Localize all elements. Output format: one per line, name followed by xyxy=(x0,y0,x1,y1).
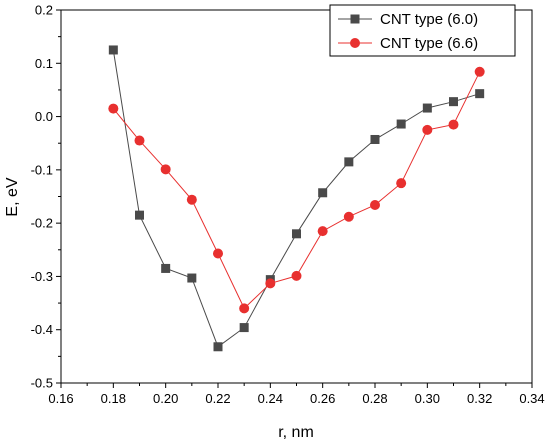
data-point xyxy=(239,323,249,333)
series-1 xyxy=(108,66,485,314)
data-point xyxy=(239,303,250,314)
x-tick-label: 0.20 xyxy=(153,391,178,406)
legend-label: CNT type (6.0) xyxy=(380,11,478,28)
y-tick-label: -0.2 xyxy=(31,216,53,231)
data-point xyxy=(343,211,354,222)
data-point xyxy=(475,89,485,99)
data-point xyxy=(318,188,328,198)
data-point xyxy=(265,278,276,289)
y-axis-title: E, eV xyxy=(4,177,21,216)
y-tick-label: -0.4 xyxy=(31,322,53,337)
data-point xyxy=(422,103,432,113)
x-tick-label: 0.24 xyxy=(258,391,283,406)
y-tick-label: 0.1 xyxy=(35,56,53,71)
data-point xyxy=(291,270,302,281)
x-tick-label: 0.26 xyxy=(310,391,335,406)
data-point xyxy=(344,157,354,167)
y-tick-label: 0.0 xyxy=(35,109,53,124)
data-point xyxy=(396,178,407,189)
legend-items: CNT type (6.0) CNT type (6.6) xyxy=(338,11,478,52)
data-point xyxy=(108,45,118,55)
data-point xyxy=(474,66,485,77)
x-tick-label: 0.18 xyxy=(101,391,126,406)
plot-area xyxy=(60,9,533,384)
data-point xyxy=(370,134,380,144)
data-point xyxy=(449,97,458,107)
legend-label: CNT type (6.6) xyxy=(380,35,478,52)
data-point xyxy=(134,135,145,146)
data-point xyxy=(108,103,119,114)
y-tick-label: 0.2 xyxy=(35,3,53,18)
data-point xyxy=(317,226,328,237)
y-axis: -0.5 -0.4 -0.3 -0.2 -0.1 0.0 0.1 0.2 xyxy=(31,3,61,391)
legend-marker xyxy=(350,14,360,24)
data-point xyxy=(396,119,406,129)
x-axis-title: r, nm xyxy=(278,424,314,441)
y-tick-label: -0.5 xyxy=(31,376,53,391)
data-point xyxy=(135,210,144,220)
data-point xyxy=(160,164,171,175)
x-tick-label: 0.34 xyxy=(519,391,544,406)
data-point xyxy=(161,263,171,273)
data-point xyxy=(186,194,197,205)
data-point xyxy=(213,248,223,259)
data-point xyxy=(187,273,197,283)
y-tick-label: -0.1 xyxy=(31,162,53,177)
legend: CNT type (6.0) CNT type (6.6) xyxy=(329,4,516,57)
data-point xyxy=(292,229,301,239)
x-tick-label: 0.28 xyxy=(362,391,387,406)
x-tick-label: 0.22 xyxy=(205,391,230,406)
legend-box xyxy=(329,4,516,57)
data-point xyxy=(370,200,380,211)
x-tick-label: 0.32 xyxy=(467,391,492,406)
x-tick-label: 0.16 xyxy=(48,391,73,406)
x-axis: 0.16 0.18 0.20 0.22 0.24 0.26 0.28 0.30 0.32 0.34 xyxy=(48,383,545,406)
data-point xyxy=(448,119,459,130)
series-layer xyxy=(108,45,485,352)
y-tick-label: -0.3 xyxy=(31,269,53,284)
x-tick-label: 0.30 xyxy=(415,391,440,406)
data-point xyxy=(213,342,223,352)
data-point xyxy=(422,124,433,135)
legend-marker xyxy=(350,38,360,48)
